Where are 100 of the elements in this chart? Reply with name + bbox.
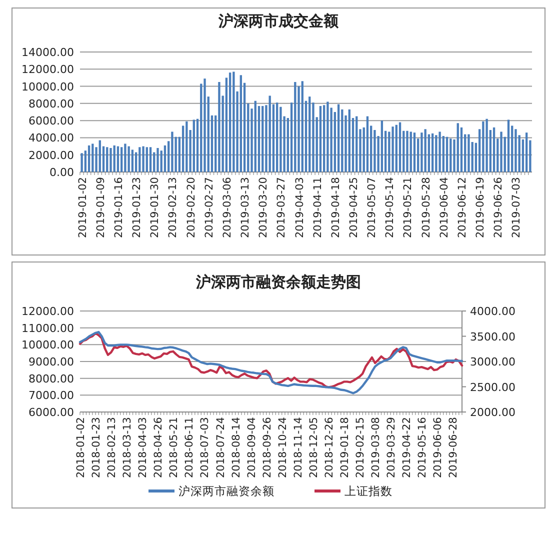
bar <box>308 96 311 172</box>
x-tick-label: 2019-01-23 <box>131 177 144 238</box>
x-tick-label: 2019-03-06 <box>221 176 234 238</box>
bar <box>232 72 235 172</box>
x-tick-label: 2019-01-16 <box>112 176 125 238</box>
y2-tick-label: 3500.00 <box>470 330 516 344</box>
bar <box>120 147 123 172</box>
bar <box>507 120 510 172</box>
y-tick-label: 14000.00 <box>22 46 74 59</box>
bar <box>142 146 144 172</box>
x-tick-label: 2019-01-09 <box>94 177 107 238</box>
x-tick-label: 2019-05-14 <box>384 176 396 238</box>
x-tick-label: 2019-04-11 <box>312 177 324 238</box>
bar <box>398 122 402 172</box>
x-tick-label: 2018-04-26 <box>152 416 165 478</box>
bar <box>124 144 126 172</box>
bar <box>435 135 438 172</box>
x-tick-label: 2019-05-16 <box>416 416 429 478</box>
bar <box>113 145 116 172</box>
x-tick-label: 2019-06-26 <box>492 176 505 238</box>
bar <box>413 132 416 172</box>
bar <box>294 82 296 172</box>
bar <box>395 124 398 172</box>
bar <box>106 147 108 172</box>
y-tick-label: 11000.00 <box>22 322 74 335</box>
bar <box>482 121 484 172</box>
bar <box>262 106 264 172</box>
bar <box>438 132 441 172</box>
bar <box>406 130 408 172</box>
bar <box>204 78 206 172</box>
y-tick-label: 12000.00 <box>22 63 74 76</box>
x-tick-label: 2019-06-19 <box>474 177 487 238</box>
y-tick-label: 6000.00 <box>28 406 74 419</box>
y-tick-label: 10000.00 <box>22 338 74 352</box>
bar <box>156 148 159 172</box>
bar <box>424 129 426 172</box>
bar <box>326 102 329 172</box>
x-tick-label: 2019-05-28 <box>420 177 432 238</box>
x-tick-label: 2018-07-03 <box>199 417 212 478</box>
bar <box>276 102 278 172</box>
bar <box>240 75 242 172</box>
x-tick-label: 2019-02-20 <box>185 177 198 238</box>
bar <box>131 150 134 172</box>
bar <box>468 134 470 172</box>
bar <box>450 138 452 172</box>
x-tick-label: 2018-11-14 <box>292 416 304 478</box>
bar <box>380 120 384 172</box>
x-tick-label: 2018-06-11 <box>184 417 196 478</box>
x-tick-label: 2019-04-22 <box>401 417 414 478</box>
bar <box>280 106 282 172</box>
x-tick-label: 2018-12-26 <box>323 416 336 478</box>
y-tick-label: 6000.00 <box>28 114 74 128</box>
x-tick-label: 2018-04-03 <box>137 417 150 478</box>
x-tick-label: 2018-07-24 <box>214 416 227 478</box>
bar <box>182 126 184 172</box>
bar <box>319 106 322 172</box>
bar <box>92 144 94 172</box>
bar <box>431 133 434 172</box>
y2-tick-label: 4000.00 <box>470 305 516 318</box>
x-tick-label: 2018-01-02 <box>75 417 87 478</box>
bar <box>392 126 394 172</box>
bar <box>410 132 412 172</box>
y-tick-label: 2000.00 <box>28 148 74 162</box>
y-tick-label: 9000.00 <box>28 356 74 368</box>
x-tick-label: 2019-06-12 <box>456 177 468 238</box>
bar <box>138 147 141 172</box>
bar <box>192 120 195 172</box>
bar <box>492 127 496 172</box>
x-tick-label: 2019-01-18 <box>338 417 351 478</box>
legend-label: 上证指数 <box>344 484 392 498</box>
y-tick-label: 8000.00 <box>28 372 74 386</box>
bar <box>146 147 148 172</box>
x-tick-label: 2019-03-08 <box>370 417 382 478</box>
bar <box>456 123 459 172</box>
x-tick-label: 2019-03-27 <box>276 177 288 238</box>
x-tick-label: 2019-04-18 <box>330 177 342 238</box>
bar <box>514 129 517 172</box>
y-tick-label: 0.00 <box>50 166 74 179</box>
y-tick-label: 4000.00 <box>28 132 74 145</box>
bar <box>80 153 83 172</box>
x-tick-label: 2018-03-13 <box>122 417 134 478</box>
bar <box>98 140 101 172</box>
bar <box>128 146 130 172</box>
x-tick-label: 2019-04-03 <box>294 177 306 238</box>
y-tick-label: 10000.00 <box>22 80 74 94</box>
x-tick-label: 2018-02-13 <box>106 417 118 478</box>
bar <box>420 132 423 172</box>
x-tick-label: 2018-05-21 <box>168 417 180 478</box>
bar <box>486 118 488 172</box>
bar <box>348 109 350 172</box>
x-tick-label: 2019-03-13 <box>240 177 252 238</box>
x-tick-label: 2019-02-13 <box>167 177 180 238</box>
chart-title: 沪深两市成交金额 <box>218 12 340 30</box>
bar <box>366 116 369 172</box>
x-tick-label: 2019-04-25 <box>348 177 360 238</box>
bar <box>460 127 463 172</box>
x-tick-label: 2019-07-03 <box>510 177 523 238</box>
x-tick-label: 2019-03-29 <box>386 417 398 478</box>
bar <box>254 100 256 172</box>
x-tick-label: 2019-03-20 <box>258 177 270 238</box>
